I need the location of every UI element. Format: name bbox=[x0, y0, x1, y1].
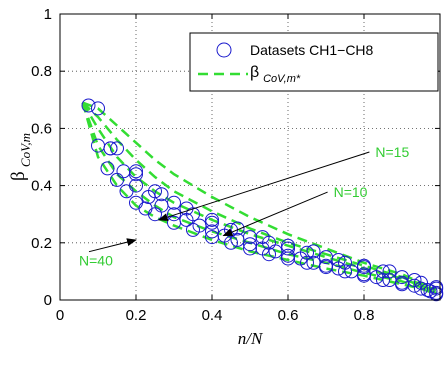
data-point bbox=[91, 101, 105, 116]
y-tick-label: 0.6 bbox=[31, 120, 52, 137]
data-point bbox=[81, 98, 96, 113]
x-tick-label: 0.4 bbox=[202, 307, 223, 324]
annotations: N=15 N=10 N=40 bbox=[79, 144, 409, 269]
y-tick-label: 1 bbox=[44, 6, 52, 23]
data-point bbox=[338, 264, 352, 279]
annotation-label: N=15 bbox=[375, 144, 409, 160]
data-point bbox=[110, 141, 124, 156]
data-point bbox=[103, 141, 118, 156]
data-point bbox=[129, 164, 143, 179]
data-point bbox=[414, 275, 428, 290]
annotation-label: N=40 bbox=[79, 253, 113, 269]
data-point bbox=[116, 164, 131, 179]
data-point bbox=[205, 212, 219, 227]
x-axis-label: n/N bbox=[238, 329, 264, 348]
y-axis-label-sub: CoV,m bbox=[18, 133, 33, 167]
legend: Datasets CH1−CH8 β CoV,m* bbox=[189, 32, 439, 92]
data-point bbox=[154, 187, 169, 202]
annotation-label: N=10 bbox=[334, 184, 368, 200]
data-point bbox=[429, 280, 444, 295]
data-point bbox=[376, 264, 390, 279]
data-point bbox=[407, 278, 422, 293]
data-point bbox=[243, 237, 257, 252]
data-point bbox=[129, 167, 143, 182]
data-point bbox=[407, 273, 422, 287]
legend-label-model: β CoV,m* bbox=[250, 64, 301, 85]
data-point bbox=[357, 258, 371, 273]
legend-box bbox=[189, 32, 439, 92]
x-tick-label: 0.6 bbox=[278, 307, 299, 324]
legend-label-model-sub: CoV,m* bbox=[263, 73, 301, 85]
data-point bbox=[300, 245, 314, 260]
annotation-arrow bbox=[88, 238, 137, 253]
y-axis-label-main: β bbox=[8, 171, 29, 181]
annotation-arrow bbox=[222, 191, 328, 237]
data-point bbox=[306, 244, 321, 259]
y-axis-label: β CoV,m bbox=[8, 133, 33, 181]
data-point bbox=[148, 184, 162, 199]
data-point bbox=[100, 161, 115, 176]
data-point bbox=[167, 195, 181, 210]
y-tick-label: 0.8 bbox=[31, 63, 52, 80]
legend-label-model-main: β bbox=[250, 64, 259, 81]
data-point bbox=[205, 224, 219, 239]
data-point bbox=[429, 285, 444, 300]
x-tick-label: 0 bbox=[56, 307, 64, 324]
legend-label-datasets: Datasets CH1−CH8 bbox=[250, 42, 374, 58]
annotation-arrow bbox=[157, 151, 370, 221]
y-tick-label: 0.4 bbox=[31, 178, 52, 195]
axis-ticks: 0 0.2 0.4 0.6 0.8 0 0.2 0.4 0.6 0.8 1 bbox=[31, 6, 440, 324]
model-curve-N30 bbox=[81, 102, 437, 295]
dataset-points bbox=[81, 98, 444, 302]
data-point bbox=[91, 138, 105, 153]
data-point bbox=[331, 253, 346, 267]
plot-frame bbox=[59, 13, 441, 301]
y-tick-label: 0 bbox=[44, 292, 52, 309]
axis-labels: n/N β CoV,m bbox=[8, 133, 264, 348]
data-point bbox=[338, 255, 352, 270]
x-tick-label: 0.8 bbox=[354, 307, 375, 324]
x-tick-label: 0.2 bbox=[126, 307, 147, 324]
data-point bbox=[205, 215, 219, 230]
data-point bbox=[281, 241, 295, 256]
y-tick-label: 0.2 bbox=[31, 235, 52, 252]
data-point bbox=[281, 238, 295, 253]
data-point bbox=[255, 230, 270, 245]
data-point bbox=[138, 201, 153, 216]
legend-marker-datasets bbox=[216, 42, 232, 58]
data-point bbox=[382, 264, 397, 279]
model-curve-N20 bbox=[81, 102, 437, 293]
data-point bbox=[129, 178, 143, 193]
